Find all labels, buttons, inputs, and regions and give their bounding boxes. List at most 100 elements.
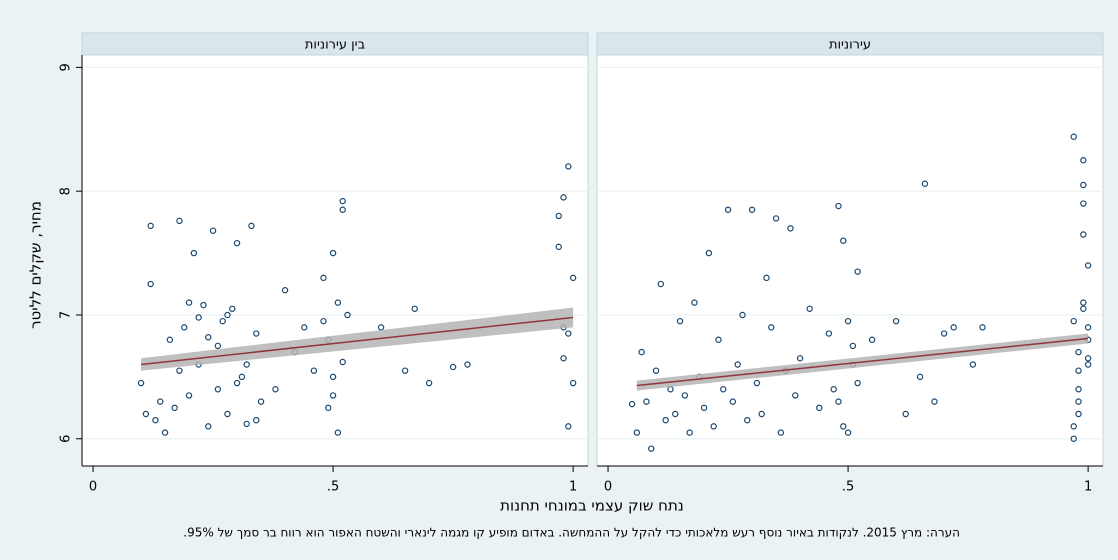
scatter-point	[840, 423, 847, 430]
scatter-point	[691, 299, 698, 306]
scatter-point	[796, 355, 804, 362]
scatter-point	[739, 311, 746, 319]
scatter-point	[233, 379, 241, 387]
scatter-point	[676, 317, 684, 325]
scatter-point	[320, 317, 327, 325]
scatter-point	[195, 314, 202, 321]
scatter-point	[1075, 348, 1082, 356]
scatter-point	[662, 416, 669, 424]
scatter-point	[329, 249, 337, 257]
scatter-point	[449, 363, 457, 371]
scatter-point	[792, 392, 799, 399]
scatter-point	[229, 305, 236, 312]
scatter-point	[325, 404, 332, 412]
scatter-point	[921, 180, 929, 187]
scatter-point	[638, 348, 645, 356]
y-tick-label: 8	[59, 187, 74, 195]
x-tick-label: .5	[327, 480, 339, 495]
scatter-point	[176, 367, 183, 374]
scatter-point	[569, 379, 577, 387]
scatter-point	[185, 299, 193, 306]
scatter-point	[825, 330, 833, 337]
scatter-point	[633, 429, 641, 436]
scatter-point	[142, 410, 150, 418]
scatter-point	[329, 392, 337, 399]
x-tick-label: 1	[569, 480, 577, 495]
scatter-point	[1070, 423, 1077, 430]
scatter-point	[672, 410, 679, 418]
scatter-point	[565, 330, 572, 337]
scatter-point	[753, 379, 761, 387]
scatter-point	[1075, 367, 1082, 374]
panel-title: בין עירוניות	[305, 38, 365, 53]
scatter-point	[224, 410, 231, 418]
x-tick-label: 0	[604, 480, 612, 495]
scatter-point	[763, 274, 770, 282]
scatter-point	[729, 398, 737, 405]
scatter-point	[772, 215, 780, 222]
scatter-point	[902, 410, 909, 418]
scatter-point	[777, 429, 785, 436]
scatter-point	[339, 206, 346, 213]
scatter-point	[411, 305, 418, 312]
y-tick-label: 6	[59, 435, 74, 443]
y-tick-label: 7	[59, 311, 74, 319]
scatter-point	[243, 420, 250, 428]
scatter-point	[806, 305, 813, 312]
scatter-point	[238, 373, 246, 381]
scatter-point	[734, 361, 741, 368]
scatter-point	[1080, 200, 1087, 207]
scatter-point	[224, 311, 231, 319]
scatter-point	[840, 237, 847, 244]
scatter-point	[137, 379, 145, 387]
scatter-point	[643, 398, 650, 405]
scatter-point	[868, 336, 876, 343]
scatter-point	[320, 274, 327, 282]
scatter-point	[720, 386, 727, 393]
scatter-point	[243, 361, 250, 368]
scatter-point	[152, 416, 159, 424]
plot-area	[596, 54, 1104, 467]
scatter-point	[724, 206, 732, 213]
scatter-point	[681, 392, 689, 399]
scatter-point	[835, 202, 842, 210]
scatter-point	[835, 398, 842, 405]
scatter-point	[565, 163, 572, 170]
scatter-point	[1080, 305, 1087, 312]
scatter-point	[931, 398, 938, 405]
scatter-point	[1084, 355, 1092, 362]
scatter-point	[705, 249, 713, 257]
scatter-point	[147, 222, 154, 230]
scatter-point	[464, 361, 471, 368]
scatter-point	[916, 373, 924, 381]
scatter-point	[652, 367, 660, 374]
scatter-point	[1070, 435, 1077, 442]
scatter-point	[849, 342, 857, 350]
scatter-point	[1070, 317, 1077, 325]
x-axis-label: נתח שוק עצמי במונחי תחנות	[500, 497, 684, 515]
scatter-point	[166, 336, 174, 343]
x-tick-label: 0	[89, 480, 97, 495]
scatter-point	[157, 398, 164, 405]
scatter-point	[686, 429, 693, 436]
scatter-point	[344, 311, 351, 319]
scatter-point	[844, 317, 852, 325]
scatter-point	[854, 379, 861, 387]
x-tick-label: .5	[842, 480, 854, 495]
scatter-point	[710, 423, 717, 430]
scatter-point	[329, 373, 337, 381]
plot-area	[81, 54, 589, 467]
scatter-point	[1084, 262, 1092, 269]
scatter-point	[200, 301, 207, 309]
scatter-point	[147, 280, 154, 288]
scatter-point	[339, 197, 346, 205]
scatter-point	[214, 342, 222, 350]
scatter-point	[401, 367, 409, 374]
scatter-point	[844, 429, 852, 436]
scatter-point	[185, 392, 193, 399]
scatter-point	[555, 243, 562, 251]
scatter-point	[1080, 299, 1087, 306]
scatter-point	[748, 206, 756, 213]
